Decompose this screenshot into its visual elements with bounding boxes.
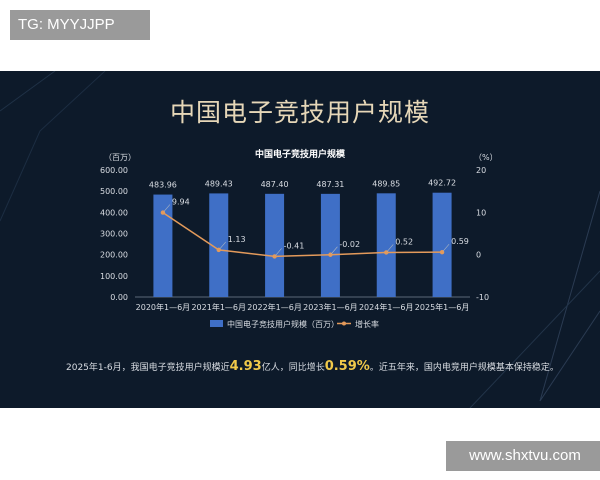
caption-part3: 。近五年来，国内电竞用户规模基本保持稳定。 (369, 363, 559, 373)
y-left-tick-label: 600.00 (100, 166, 128, 175)
combo-chart: 中国电子竞技用户规模（百万） （%）0.00100.00200.00300.004… (100, 148, 498, 329)
bar (265, 193, 285, 297)
x-tick-label: 2020年1—6月 (136, 302, 191, 312)
bar-value-label: 487.31 (316, 180, 344, 189)
growth-label-leader (442, 243, 450, 252)
slide-title: 中国电子竞技用户规模 (169, 98, 430, 127)
bar (153, 194, 173, 297)
y-left-tick-label: 400.00 (100, 208, 128, 217)
growth-rate-label: 9.94 (172, 198, 190, 207)
caption-part2: 亿人，同比增长 (261, 363, 325, 373)
legend-line-label: 增长率 (355, 319, 379, 329)
growth-label-leader (275, 248, 282, 256)
caption-highlight-growth: 0.59% (324, 359, 370, 374)
legend-line-marker (342, 321, 346, 326)
growth-label-leader (163, 204, 171, 212)
caption-highlight-users: 4.93 (229, 359, 262, 374)
background-decoration (0, 71, 600, 408)
bar (376, 193, 396, 297)
growth-rate-label: -0.02 (339, 240, 360, 249)
legend-bar-swatch (210, 320, 223, 327)
growth-label-leader (219, 241, 226, 250)
bar-value-label: 487.40 (261, 180, 289, 189)
y-left-tick-label: 100.00 (100, 272, 128, 281)
chart-slide-panel: 中国电子竞技用户规模 中国电子竞技用户规模 （百万） （%） 0.00 100.00 20… (0, 71, 600, 408)
y-right-tick-label: -10 (476, 293, 489, 302)
y-right-tick-label: 0 (476, 251, 481, 260)
bar (209, 193, 229, 297)
watermark-bottom-right: www.shxtvu.com (446, 441, 600, 471)
y-left-tick-label: 500.00 (100, 187, 128, 196)
y-left-tick-label: 0.00 (110, 293, 128, 302)
legend-bar-label: 中国电子竞技用户规模（百万） (227, 319, 339, 329)
y-right-tick-label: 10 (476, 208, 486, 217)
bar (432, 192, 452, 297)
bar-value-label: 489.43 (205, 179, 233, 188)
x-tick-label: 2021年1—6月 (191, 302, 246, 312)
growth-rate-label: 0.52 (395, 237, 413, 246)
growth-rate-label: 1.13 (228, 235, 246, 244)
y-right-unit: （%） (474, 153, 498, 162)
y-left-tick-label: 300.00 (100, 230, 128, 239)
caption-text: 2025年1-6月，我国电子竞技用户规模近4.93亿人，同比增长0.59%。近五… (66, 359, 586, 374)
y-left-unit: （百万） (104, 153, 136, 162)
bar-value-label: 492.72 (428, 179, 456, 188)
growth-rate-label: 0.59 (451, 237, 469, 246)
bar-value-label: 489.85 (372, 179, 400, 188)
x-tick-label: 2025年1—6月 (415, 302, 470, 312)
y-left-tick-label: 200.00 (100, 251, 128, 260)
chart-title: 中国电子竞技用户规模 (255, 148, 346, 160)
x-tick-label: 2023年1—6月 (303, 302, 358, 312)
bar (320, 193, 340, 297)
watermark-top-left: TG: MYYJJPP (10, 10, 150, 40)
caption-part1: 2025年1-6月，我国电子竞技用户规模近 (66, 363, 230, 373)
growth-label-leader (387, 244, 394, 252)
x-tick-label: 2022年1—6月 (247, 302, 302, 312)
bar-value-label: 483.96 (149, 181, 177, 190)
x-tick-label: 2024年1—6月 (359, 302, 414, 312)
growth-label-leader (331, 246, 338, 254)
y-right-tick-label: 20 (476, 166, 486, 175)
growth-rate-line (162, 211, 443, 258)
growth-rate-label: -0.41 (284, 241, 305, 250)
